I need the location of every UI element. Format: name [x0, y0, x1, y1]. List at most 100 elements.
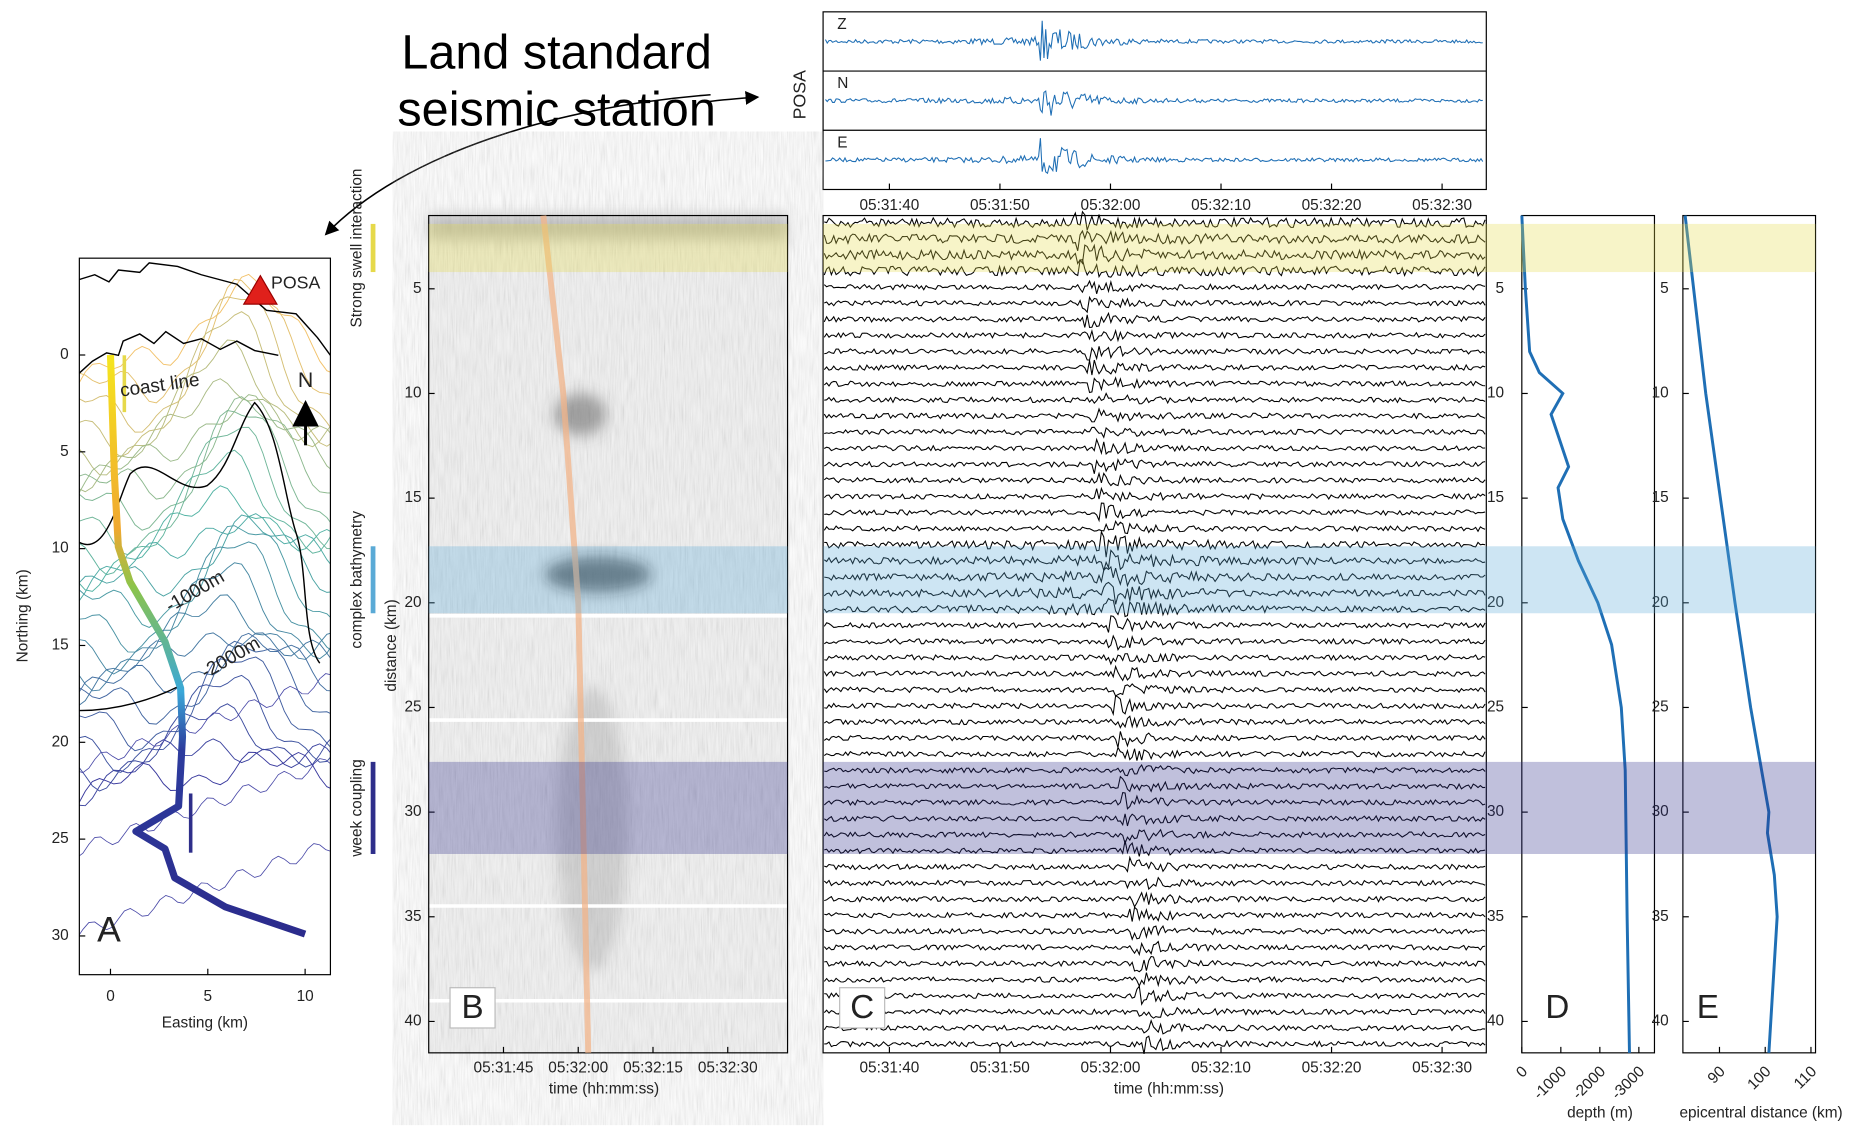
waveform — [824, 840, 1486, 857]
y-tick-label: 20 — [52, 733, 69, 750]
highlight-band — [428, 761, 788, 854]
highlight-band — [428, 223, 788, 273]
y-tick-label: 5 — [413, 280, 422, 297]
highlight-band — [823, 546, 1816, 614]
waveform — [823, 549, 1486, 573]
arrow — [324, 93, 711, 236]
x-tick-label: 05:32:30 — [698, 1059, 758, 1076]
x-tick-label: 10 — [297, 988, 314, 1005]
x-axis-label: depth (m) — [1567, 1104, 1633, 1121]
x-tick-label: -2000 — [1569, 1063, 1609, 1103]
waveform — [823, 243, 1486, 265]
waveform — [824, 764, 1486, 777]
waveform — [823, 486, 1486, 503]
waveform — [823, 828, 1486, 845]
contour — [79, 632, 331, 706]
y-axis-label: POSA — [789, 70, 809, 119]
contour — [79, 525, 331, 628]
contour — [79, 485, 331, 592]
highlight-label: complex bathymetry — [349, 511, 366, 649]
contour — [79, 594, 331, 692]
panel-frame — [822, 214, 1487, 1054]
x-tick-label: 05:32:00 — [1081, 197, 1141, 214]
contour — [79, 278, 331, 404]
waveform — [824, 529, 1486, 558]
waveform — [823, 746, 1486, 761]
y-tick-label: 35 — [1487, 908, 1504, 925]
x-tick-label: 05:32:30 — [1412, 1059, 1472, 1076]
waveform — [824, 20, 1483, 61]
x-tick-label: 05:32:30 — [1412, 197, 1472, 214]
waveform — [823, 458, 1486, 474]
x-tick-label: -1000 — [1530, 1063, 1570, 1103]
x-tick-label: 110 — [1791, 1063, 1820, 1092]
map-background — [79, 258, 331, 975]
waveform — [824, 345, 1486, 361]
x-tick-label: 05:31:40 — [859, 197, 919, 214]
y-tick-label: 25 — [1652, 699, 1669, 716]
waveform — [824, 775, 1486, 793]
waveform — [824, 502, 1486, 523]
waveform — [823, 664, 1486, 682]
y-tick-label: 35 — [1652, 908, 1669, 925]
waveform — [823, 407, 1486, 423]
x-tick-label: 5 — [204, 988, 213, 1005]
panel-label-box — [449, 987, 496, 1029]
map-area — [79, 258, 331, 975]
y-tick-label: 15 — [405, 489, 422, 506]
x-axis-label: Easting (km) — [162, 1014, 248, 1031]
waveform — [823, 581, 1486, 605]
highlight-bar — [370, 546, 376, 614]
panel-label: C — [850, 989, 874, 1026]
contour — [79, 703, 331, 792]
waveform — [823, 376, 1486, 394]
annotation: N — [298, 368, 313, 392]
profile-line — [1683, 215, 1779, 1053]
panel-label: E — [1697, 989, 1719, 1026]
y-tick-label: 40 — [1652, 1013, 1669, 1030]
y-tick-label: 5 — [1495, 280, 1504, 297]
x-tick-label: 05:32:20 — [1302, 197, 1362, 214]
y-tick-label: 35 — [405, 908, 422, 925]
waveform — [824, 210, 1486, 231]
annotation: Land standard seismic station — [397, 24, 716, 137]
y-tick-label: 10 — [52, 540, 69, 557]
waveform — [825, 138, 1484, 175]
arrow — [705, 91, 760, 105]
waveform — [823, 359, 1486, 376]
waveform — [824, 437, 1486, 456]
y-tick-label: 30 — [405, 803, 422, 820]
contour — [79, 673, 331, 774]
contour — [79, 751, 331, 804]
waveform — [823, 715, 1486, 729]
waveform — [823, 471, 1486, 487]
waterfall-energy — [428, 215, 788, 972]
waveform — [824, 694, 1486, 717]
contour — [79, 632, 331, 694]
x-tick-label: 05:32:10 — [1191, 1059, 1251, 1076]
waveform — [824, 652, 1486, 666]
highlight-band — [823, 761, 1816, 854]
y-axis-label: distance (km) — [383, 599, 400, 691]
x-axis-label: time (hh:mm:ss) — [549, 1081, 659, 1098]
y-tick-label: 15 — [1487, 489, 1504, 506]
panel-label: B — [461, 989, 483, 1026]
waveform — [823, 597, 1486, 618]
x-axis-label: time (hh:mm:ss) — [1114, 1081, 1224, 1098]
cable — [106, 354, 307, 938]
waveform — [823, 940, 1486, 957]
waveform — [823, 229, 1486, 251]
waveform — [825, 90, 1483, 116]
isobath — [79, 401, 321, 712]
highlight-label: Strong swell interaction — [349, 169, 366, 328]
panel-label: D — [1545, 989, 1569, 1026]
waveform — [824, 955, 1486, 973]
panel-frame — [1682, 214, 1817, 1054]
y-tick-label: 15 — [1652, 489, 1669, 506]
waveform — [823, 1018, 1486, 1035]
y-tick-label: 25 — [52, 830, 69, 847]
dead-channels — [428, 614, 788, 1003]
x-axis-label: epicentral distance (km) — [1679, 1104, 1842, 1121]
waveform — [823, 634, 1486, 652]
